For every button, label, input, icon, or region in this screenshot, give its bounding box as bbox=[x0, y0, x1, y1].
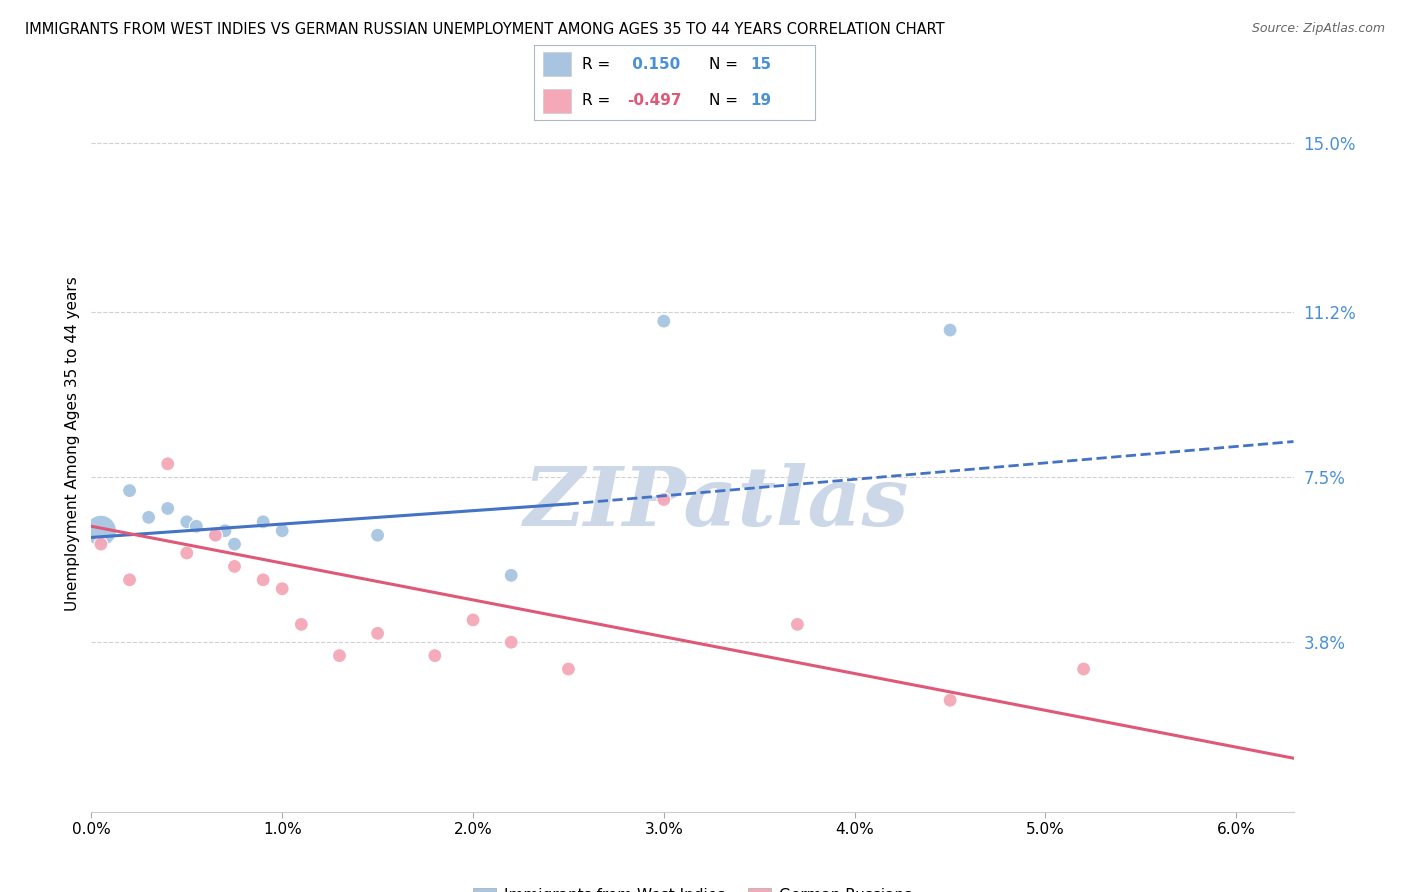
Point bbox=[204, 528, 226, 542]
Text: -0.497: -0.497 bbox=[627, 93, 682, 108]
Point bbox=[423, 648, 446, 663]
Point bbox=[786, 617, 808, 632]
Point bbox=[224, 559, 246, 574]
Text: N =: N = bbox=[709, 57, 742, 72]
Point bbox=[271, 582, 294, 596]
Point bbox=[118, 573, 141, 587]
Text: R =: R = bbox=[582, 57, 616, 72]
Legend: Immigrants from West Indies, German Russians: Immigrants from West Indies, German Russ… bbox=[467, 882, 918, 892]
Point bbox=[367, 626, 389, 640]
Text: 15: 15 bbox=[751, 57, 772, 72]
Point bbox=[461, 613, 484, 627]
Point bbox=[557, 662, 579, 676]
FancyBboxPatch shape bbox=[543, 52, 571, 77]
Point bbox=[939, 323, 962, 337]
Point bbox=[156, 501, 179, 516]
Point bbox=[138, 510, 160, 524]
Point bbox=[224, 537, 246, 551]
Text: Source: ZipAtlas.com: Source: ZipAtlas.com bbox=[1251, 22, 1385, 36]
Point bbox=[90, 537, 112, 551]
FancyBboxPatch shape bbox=[543, 88, 571, 112]
Point bbox=[252, 573, 274, 587]
Point bbox=[118, 483, 141, 498]
Text: R =: R = bbox=[582, 93, 616, 108]
Text: 19: 19 bbox=[751, 93, 772, 108]
Point bbox=[290, 617, 312, 632]
Point bbox=[176, 515, 198, 529]
Point bbox=[367, 528, 389, 542]
Point bbox=[176, 546, 198, 560]
Text: 0.150: 0.150 bbox=[627, 57, 681, 72]
Point bbox=[156, 457, 179, 471]
Text: IMMIGRANTS FROM WEST INDIES VS GERMAN RUSSIAN UNEMPLOYMENT AMONG AGES 35 TO 44 Y: IMMIGRANTS FROM WEST INDIES VS GERMAN RU… bbox=[25, 22, 945, 37]
Point bbox=[214, 524, 236, 538]
Point bbox=[652, 492, 675, 507]
Point bbox=[90, 524, 112, 538]
Point bbox=[328, 648, 350, 663]
Point bbox=[252, 515, 274, 529]
Point bbox=[501, 568, 523, 582]
Point bbox=[939, 693, 962, 707]
Y-axis label: Unemployment Among Ages 35 to 44 years: Unemployment Among Ages 35 to 44 years bbox=[65, 277, 80, 611]
Text: N =: N = bbox=[709, 93, 742, 108]
Text: ZIPatlas: ZIPatlas bbox=[524, 463, 910, 542]
Point bbox=[204, 528, 226, 542]
Point bbox=[501, 635, 523, 649]
Point bbox=[1073, 662, 1095, 676]
Point bbox=[186, 519, 208, 533]
Point bbox=[271, 524, 294, 538]
Point bbox=[652, 314, 675, 328]
